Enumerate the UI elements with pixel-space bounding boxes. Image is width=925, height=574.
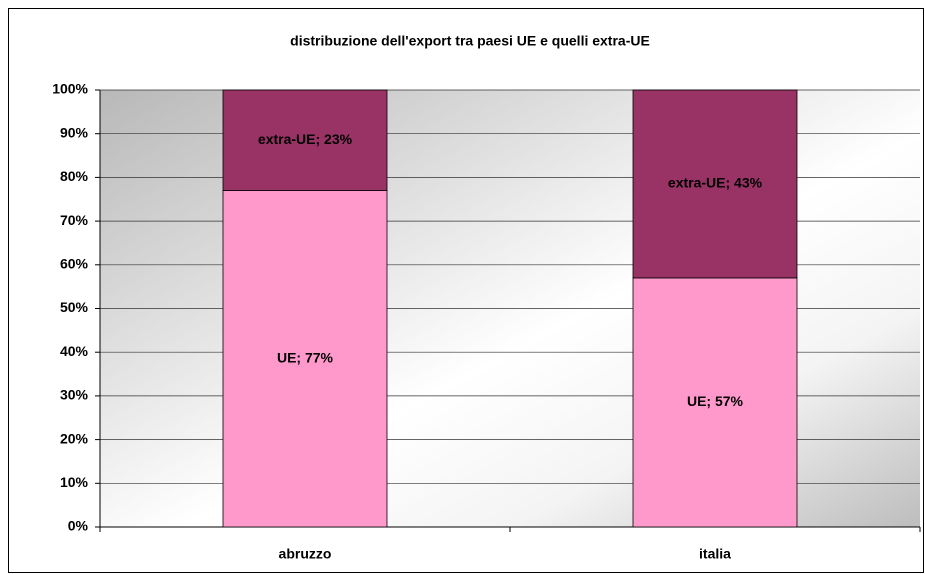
y-tick-label: 20% [60,430,89,446]
bar-segment [632,89,798,279]
data-label: extra-UE; 23% [258,131,353,147]
data-label: UE; 77% [277,349,334,365]
y-tick-label: 80% [60,168,89,184]
bar-segment [222,89,388,191]
y-tick-label: 100% [52,81,88,97]
y-tick-label: 30% [60,387,89,403]
y-tick-label: 50% [60,299,89,315]
data-label: extra-UE; 43% [668,175,763,191]
x-tick-label: italia [699,546,731,562]
x-tick-label: abruzzo [279,546,332,562]
chart-title: distribuzione dell'export tra paesi UE e… [290,33,650,49]
data-label: UE; 57% [687,393,744,409]
y-tick-label: 0% [68,518,89,534]
bar-segment [222,190,388,528]
y-tick-label: 70% [60,212,89,228]
y-tick-label: 90% [60,124,89,140]
y-tick-label: 40% [60,343,89,359]
y-tick-label: 60% [60,256,89,272]
y-tick-label: 10% [60,474,89,490]
